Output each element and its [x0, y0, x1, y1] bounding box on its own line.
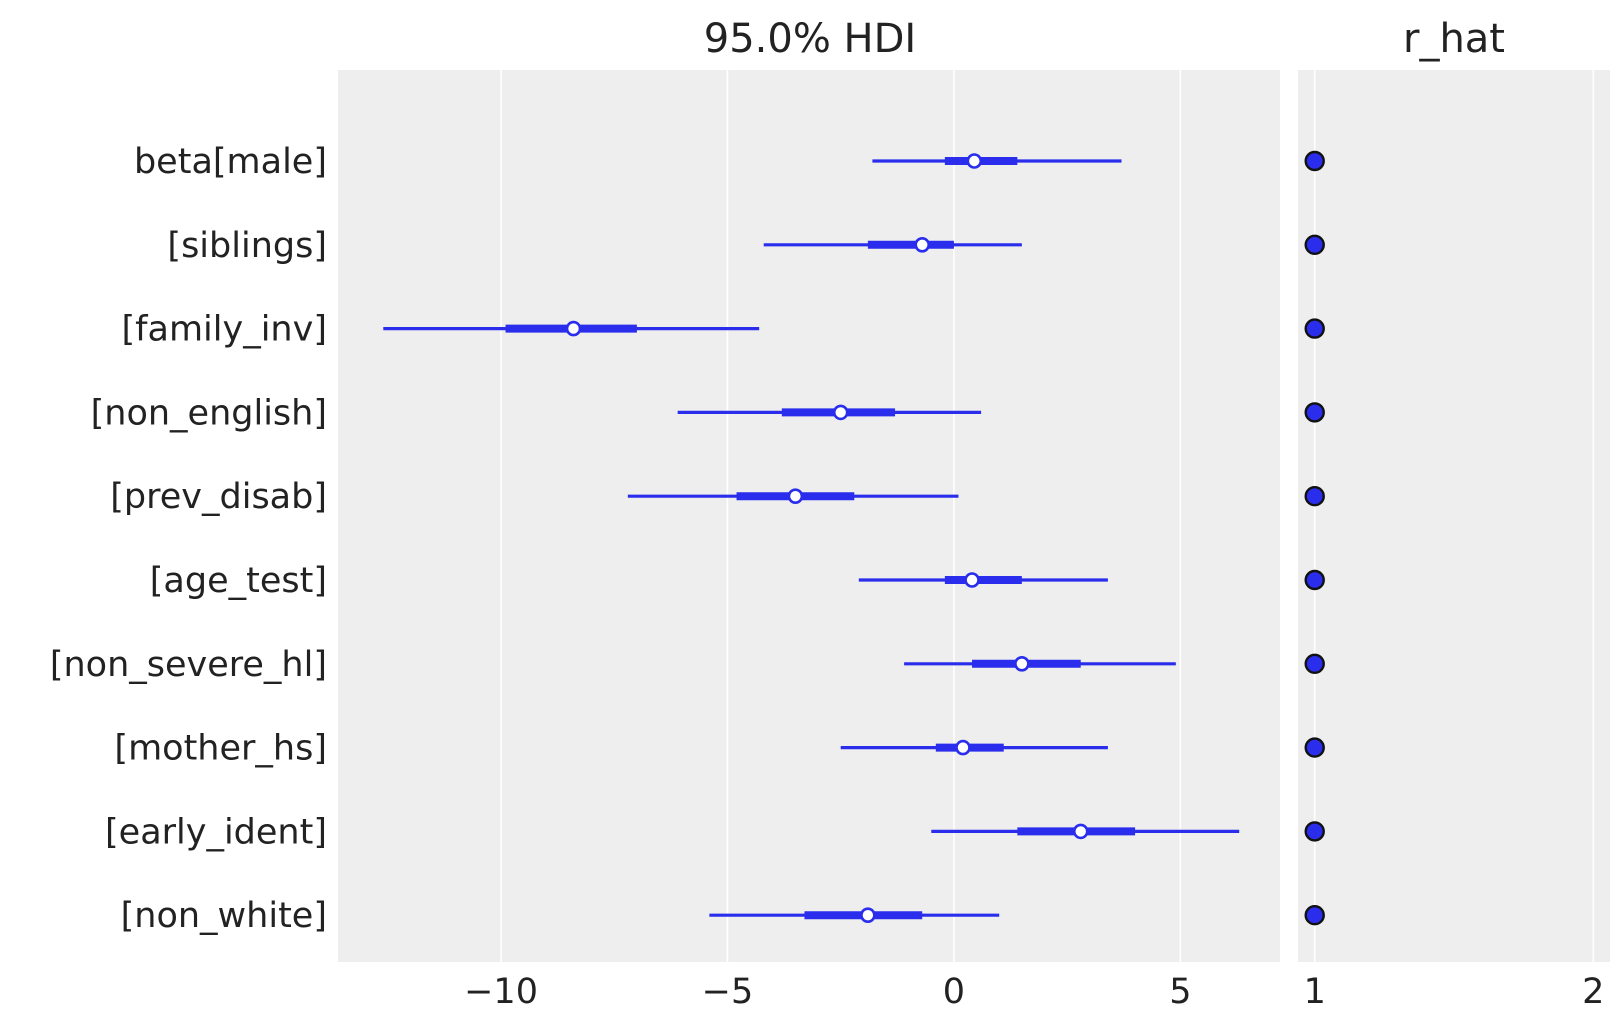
- rhat-point: [1304, 486, 1325, 507]
- rhat-point: [1304, 653, 1325, 674]
- y-label: [non_english]: [91, 393, 327, 433]
- median-point: [565, 320, 582, 337]
- hdi-x-tick-labels: −10 −5 0 5: [464, 972, 1191, 1012]
- hdi-grid: [500, 70, 1182, 962]
- median-point: [1072, 823, 1089, 840]
- hdi-x-tick-label: −10: [464, 972, 538, 1012]
- rhat-point: [1304, 318, 1325, 339]
- rhat-point: [1304, 905, 1325, 926]
- hdi-x-tick-label: 0: [943, 972, 965, 1012]
- y-label: [siblings]: [167, 226, 327, 266]
- rhat-panel-background: [1298, 70, 1610, 962]
- y-label: [family_inv]: [122, 310, 327, 350]
- y-axis-labels: beta[male] [siblings] [family_inv] [non_eng…: [50, 142, 327, 936]
- rhat-panel-title: r_hat: [1403, 16, 1505, 62]
- rhat-point: [1304, 150, 1325, 172]
- hdi-intervals: [383, 153, 1240, 924]
- hdi-panel-background: [338, 70, 1280, 962]
- median-point: [787, 488, 804, 505]
- median-point: [966, 153, 983, 169]
- median-point: [1014, 655, 1030, 672]
- median-point: [955, 739, 971, 756]
- rhat-points: [1304, 150, 1325, 926]
- rhat-point: [1304, 737, 1325, 758]
- rhat-point: [1304, 821, 1325, 842]
- hdi-panel-title: 95.0% HDI: [704, 16, 916, 62]
- rhat-x-tick-label: 2: [1582, 972, 1604, 1012]
- hdi-x-tick-label: 5: [1169, 972, 1191, 1012]
- hdi-x-tick-label: −5: [702, 972, 754, 1012]
- median-point: [964, 572, 980, 588]
- rhat-x-tick-label: 1: [1304, 972, 1326, 1012]
- rhat-point: [1304, 569, 1325, 591]
- y-label: [mother_hs]: [114, 729, 327, 769]
- median-point: [832, 404, 849, 421]
- rhat-point: [1304, 402, 1325, 423]
- y-label: [non_white]: [121, 896, 327, 936]
- y-label: [prev_disab]: [110, 477, 327, 517]
- rhat-point: [1304, 234, 1325, 256]
- y-label: [age_test]: [150, 561, 327, 601]
- median-point: [914, 237, 931, 253]
- rhat-grid: [1313, 70, 1595, 962]
- y-label: [early_ident]: [105, 812, 327, 852]
- y-label: [non_severe_hl]: [50, 645, 327, 685]
- y-label: beta[male]: [134, 142, 327, 182]
- median-point: [860, 907, 876, 924]
